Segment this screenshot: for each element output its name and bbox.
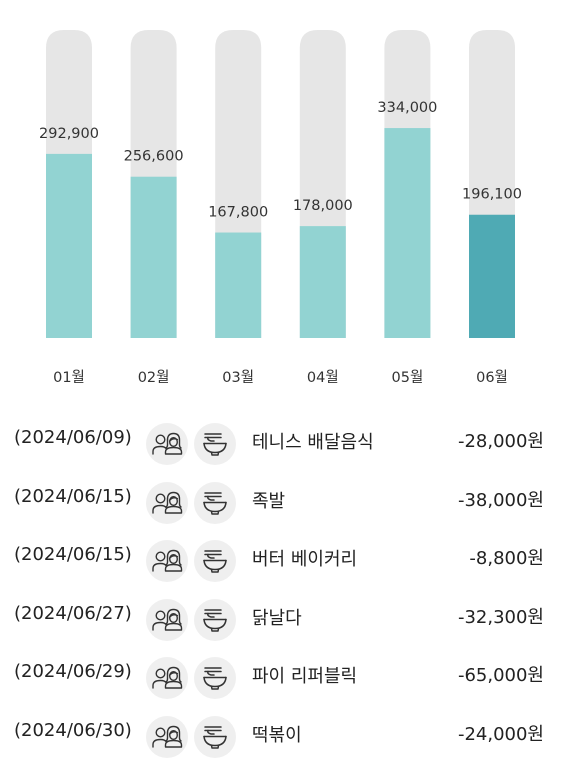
- transaction-amount: -65,000원: [457, 665, 544, 687]
- bar-value-label: 167,800: [208, 205, 268, 221]
- x-tick-label: 03월: [222, 369, 254, 386]
- transaction-date: (2024/06/30): [14, 719, 132, 741]
- x-tick-label: 06월: [476, 369, 508, 386]
- bar[interactable]: [46, 153, 92, 338]
- transaction-store: 테니스 배달음식: [252, 432, 374, 453]
- transaction-amount: -32,300원: [457, 606, 544, 628]
- noodle-bowl-icon: [194, 423, 236, 465]
- transaction-row[interactable]: (2024/06/09) 테니스 배달음식 -28,000원: [0, 413, 564, 472]
- noodle-bowl-icon: [194, 657, 236, 700]
- transaction-date: (2024/06/15): [14, 544, 132, 566]
- transaction-date: (2024/06/09): [14, 427, 132, 448]
- transaction-row[interactable]: (2024/06/29) 파이 리퍼블릭 -65,000원: [0, 647, 564, 706]
- x-tick-label: 02월: [138, 369, 170, 386]
- transaction-amount: -38,000원: [457, 489, 544, 511]
- x-tick-label: 01월: [53, 369, 85, 386]
- transaction-row[interactable]: (2024/06/27) 닭날다 -32,300원: [0, 589, 564, 648]
- bar[interactable]: [215, 232, 262, 338]
- noodle-bowl-icon: [194, 481, 236, 524]
- bar-value-label: 292,900: [39, 126, 99, 142]
- transaction-amount: -24,000원: [457, 723, 544, 745]
- transaction-amount: -8,800원: [469, 548, 544, 570]
- bar-value-label: 334,000: [377, 100, 437, 116]
- bar-value-label: 256,600: [124, 149, 184, 165]
- bar-value-label: 196,100: [462, 187, 522, 203]
- transaction-row[interactable]: (2024/06/30) 떡볶이 -24,000원: [0, 706, 564, 765]
- transaction-store: 파이 리퍼블릭: [252, 666, 358, 688]
- transaction-store: 떡볶이: [252, 724, 302, 746]
- bar[interactable]: [299, 226, 346, 338]
- couple-icon: [146, 540, 188, 583]
- transaction-row[interactable]: (2024/06/15) 버터 베이커리 -8,800원: [0, 530, 564, 589]
- bar[interactable]: [130, 176, 177, 338]
- bar[interactable]: [384, 128, 431, 338]
- transaction-amount: -28,000원: [457, 431, 544, 452]
- x-tick-label: 05월: [392, 369, 424, 386]
- transaction-date: (2024/06/15): [14, 485, 132, 507]
- bar[interactable]: [469, 214, 515, 338]
- transaction-date: (2024/06/29): [14, 661, 132, 683]
- transaction-list: (2024/06/09) 테니스 배달음식 -28,000원 (2024/06/…: [0, 413, 564, 765]
- couple-icon: [146, 423, 188, 465]
- bar-value-label: 178,000: [293, 198, 353, 214]
- transaction-store: 닭날다: [252, 607, 302, 629]
- transaction-date: (2024/06/27): [14, 602, 132, 624]
- transaction-row[interactable]: (2024/06/15) 족발 -38,000원: [0, 472, 564, 531]
- noodle-bowl-icon: [194, 598, 236, 641]
- couple-icon: [146, 657, 188, 700]
- couple-icon: [146, 715, 188, 758]
- noodle-bowl-icon: [194, 715, 236, 758]
- transaction-store: 버터 베이커리: [252, 549, 358, 571]
- x-tick-label: 04월: [307, 369, 339, 386]
- couple-icon: [146, 481, 188, 524]
- noodle-bowl-icon: [194, 540, 236, 583]
- transaction-store: 족발: [252, 490, 286, 512]
- monthly-spending-chart: 292,900 01월 256,600 02월 167,800 03월 178,000 04월…: [39, 30, 522, 386]
- couple-icon: [146, 598, 188, 641]
